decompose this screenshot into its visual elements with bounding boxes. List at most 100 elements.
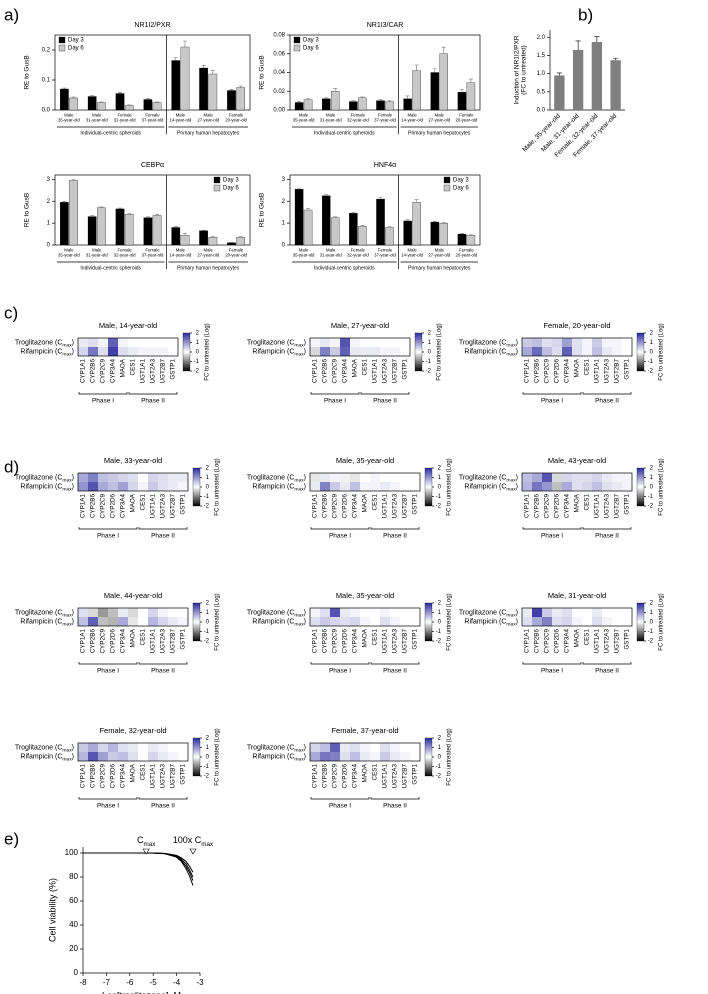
x-tick-label: Female 32-year-old: [114, 248, 136, 258]
bar: [152, 102, 162, 111]
heatmap-cell: [370, 338, 380, 347]
row-label: Rifampicin (Cmax): [20, 348, 74, 357]
heatmap-cell: [622, 338, 632, 347]
bar: [227, 242, 236, 246]
y-tick-label: 0.1: [42, 78, 51, 84]
x-tick-label: Male 35-year-old: [58, 113, 80, 123]
heatmap-cell: [360, 338, 370, 347]
heatmap-cell: [400, 608, 410, 617]
row-label-part: max: [62, 757, 72, 762]
row-label: Rifampicin (Cmax): [464, 618, 518, 627]
heatmap-cell: [320, 608, 330, 617]
column-label: CYP3A4: [342, 359, 349, 384]
x-tick-label: Female 37-year-old: [374, 113, 396, 123]
bar: [466, 82, 476, 111]
column-label: CYP2C9: [332, 494, 339, 519]
y-tick-label: 0.04: [273, 70, 285, 76]
column-label: CYP2B6: [322, 629, 329, 654]
column-label: CYP1A1: [80, 494, 87, 519]
x-tick-label-part: Male: [204, 113, 214, 118]
colorbar-tick-label: 0: [196, 350, 200, 356]
colorbar: [424, 467, 433, 507]
x-tick-label-part: Male: [92, 113, 102, 118]
heatmap-cell: [390, 473, 400, 482]
column-label: MAOA: [362, 763, 369, 782]
heatmap-cell: [410, 752, 420, 761]
row-label-part: Troglitazone (C: [15, 744, 63, 751]
heatmap-cell: [562, 338, 572, 347]
heatmap-cell: [118, 482, 128, 491]
legend-swatch: [213, 184, 221, 192]
phase-label: Phase II: [151, 668, 175, 675]
bar: [322, 195, 331, 246]
bar: [430, 221, 440, 246]
bar: [124, 214, 134, 246]
colorbar-tick-label: -2: [194, 369, 200, 375]
heatmap-cell: [168, 473, 178, 482]
heatmap-cell: [582, 482, 592, 491]
heatmap-cell: [390, 482, 400, 491]
heatmap-cell: [310, 617, 320, 626]
error-bar: [182, 233, 188, 236]
row-label-part: Rifampicin (C: [20, 348, 62, 355]
phase-label: Phase II: [595, 398, 619, 405]
column-label: CYP2C9: [100, 359, 107, 384]
error-bar: [387, 226, 392, 228]
x-tick-label-part: Male: [326, 113, 336, 118]
row-label: Rifampicin (Cmax): [20, 483, 74, 492]
column-label: CES1: [584, 494, 591, 511]
phase-bracket: [138, 527, 188, 530]
row-label-part: Troglitazone (C: [459, 339, 507, 346]
heatmap-cell: [310, 752, 320, 761]
column-label: UGT2A3: [382, 359, 389, 384]
heatmap-cell: [138, 743, 148, 752]
heatmap-cell: [88, 743, 98, 752]
column-label: UGT2B7: [170, 494, 177, 519]
heatmap-cell: [98, 338, 108, 347]
heatmap-cell: [310, 473, 320, 482]
column-label: UGT2B7: [170, 629, 177, 654]
column-label: CYP2C9: [544, 494, 551, 519]
colorbar-tick-label: -1: [426, 359, 432, 365]
annotation-label: Cmax: [137, 835, 156, 848]
colorbar-tick-label: 2: [650, 331, 654, 337]
row-label-part: ): [516, 348, 518, 355]
x-tick-label-part: Female: [229, 248, 244, 253]
heatmap-frame: [77, 337, 179, 357]
x-tick-label: Male 35-year-old: [293, 248, 315, 258]
heatmap-cell: [158, 752, 168, 761]
heatmap-cell: [118, 338, 128, 347]
heatmap-cell: [370, 752, 380, 761]
heatmap-cell: [158, 473, 168, 482]
x-tick-label: Male 14-year-old: [401, 248, 423, 258]
column-label: UGT1A1: [150, 494, 157, 519]
heatmap-cell: [370, 608, 380, 617]
bar: [97, 207, 106, 246]
heatmap-cell: [98, 743, 108, 752]
heatmap-cell: [108, 338, 118, 347]
heatmap-cell: [350, 608, 360, 617]
x-tick-label-part: Male: [299, 248, 309, 253]
row-label-part: Rifampicin (C: [20, 753, 62, 760]
column-label: CYP2B6: [90, 629, 97, 654]
group-label: Primary human hepatocytes: [177, 130, 240, 136]
bar: [87, 216, 97, 246]
colorbar-tick-label: 2: [206, 466, 210, 472]
error-bar: [575, 40, 581, 50]
y-axis-label: RE to GusB: [24, 193, 31, 227]
colorbar-tick-label: 0: [206, 620, 210, 626]
x-tick-label-part: 31-year-old: [86, 118, 108, 123]
row-label-part: ): [516, 474, 518, 481]
heatmap-cell: [320, 743, 330, 752]
heatmap-cell: [370, 617, 380, 626]
column-label: CYP2B6: [322, 494, 329, 519]
heatmap-cell: [118, 473, 128, 482]
error-bar: [459, 233, 464, 235]
phase-label: Phase I: [97, 668, 119, 675]
error-bar: [306, 207, 311, 210]
column-label: UGT2B7: [402, 494, 409, 519]
y-axis-label: Cell viability (%): [47, 878, 57, 942]
y-axis-label: Induction of NR1I2/PXR(FC to untreated): [513, 35, 527, 104]
legend-swatch: [58, 36, 66, 44]
heatmap-cell: [108, 743, 118, 752]
